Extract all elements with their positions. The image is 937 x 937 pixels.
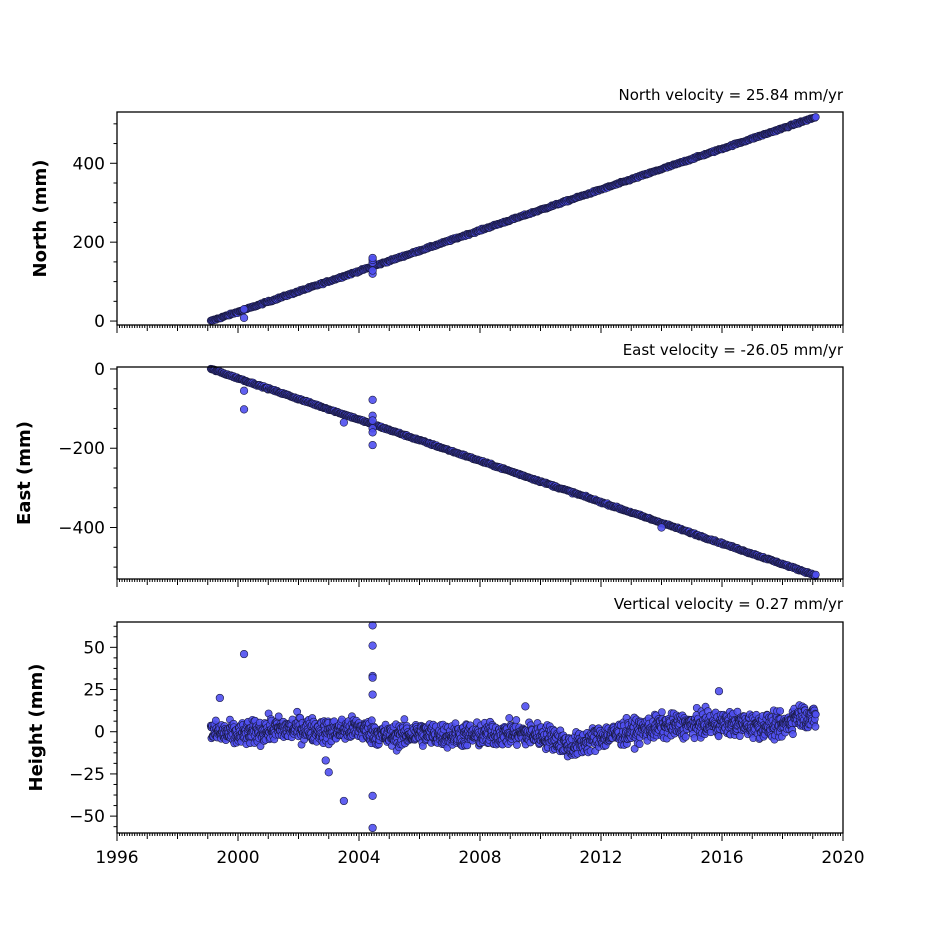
height-data-point — [513, 741, 521, 749]
east-data-point — [239, 405, 249, 414]
north-data-points — [206, 113, 820, 325]
height-data-point — [657, 708, 666, 716]
height-data-point — [521, 702, 530, 711]
north-velocity-title: North velocity = 25.84 mm/yr — [619, 86, 844, 104]
east-data-point — [368, 428, 377, 437]
height-panel: Vertical velocity = 0.27 mm/yr 1996 2000 2… — [26, 595, 865, 868]
height-data-point — [776, 707, 785, 715]
height-data-point — [400, 715, 409, 724]
height-data-points — [206, 621, 820, 833]
height-data-point — [714, 732, 723, 741]
east-data-point — [368, 395, 377, 404]
height-data-point — [368, 690, 377, 699]
height-data-point — [368, 673, 377, 682]
height-data-point — [681, 732, 690, 741]
north-data-point — [368, 266, 377, 275]
height-x-tick-label: 2000 — [216, 848, 259, 868]
height-data-point — [339, 796, 348, 806]
height-x-tick-label: 2020 — [821, 848, 864, 868]
east-y-tick-label: 0 — [94, 360, 105, 380]
north-y-tick-label: 400 — [73, 154, 105, 174]
east-data-point — [811, 570, 820, 579]
height-y-tick-label: 50 — [83, 638, 105, 658]
east-data-point — [368, 440, 377, 450]
height-y-tick-label: 25 — [83, 681, 105, 701]
north-data-point — [239, 305, 249, 314]
height-data-point — [714, 687, 724, 696]
height-data-point — [215, 693, 224, 703]
east-data-points — [206, 364, 820, 581]
height-data-point — [789, 730, 797, 739]
height-x-tick-label: 2008 — [458, 848, 501, 868]
east-velocity-title: East velocity = -26.05 mm/yr — [623, 341, 844, 359]
east-y-tick-label: −200 — [58, 439, 105, 459]
east-data-point — [239, 386, 249, 395]
north-y-tick-label: 200 — [73, 233, 105, 253]
east-data-point — [368, 416, 377, 425]
height-y-tick-label: −50 — [69, 807, 105, 827]
east-ylabel: East (mm) — [14, 421, 35, 525]
height-y-tick-label: 0 — [94, 723, 105, 743]
north-data-point — [239, 313, 249, 323]
height-data-point — [635, 740, 644, 748]
east-y-tick-label: −400 — [58, 518, 105, 538]
north-data-point — [811, 113, 820, 121]
north-data-point — [368, 253, 377, 263]
height-x-tick-label: 2012 — [579, 848, 622, 868]
height-data-point — [811, 710, 820, 719]
height-data-point — [368, 641, 377, 650]
height-data-point — [368, 621, 377, 630]
height-x-tick-label: 1996 — [95, 848, 138, 868]
height-data-point — [321, 756, 330, 765]
height-data-point — [324, 768, 333, 777]
east-axis-ticks: 0 −200 −400 — [58, 360, 844, 587]
height-x-tick-label: 2004 — [337, 848, 380, 868]
height-data-point — [505, 714, 514, 722]
north-axes-frame — [116, 111, 844, 326]
height-data-point — [512, 716, 521, 724]
east-panel: East velocity = -26.05 mm/yr 0 −200 −400 E… — [14, 341, 844, 587]
height-data-point — [368, 823, 377, 833]
height-ylabel: Height (mm) — [26, 664, 47, 792]
east-data-point — [657, 523, 666, 532]
north-panel: North velocity = 25.84 mm/yr 0 200 400 Nor… — [30, 86, 844, 333]
height-data-point — [239, 649, 249, 659]
vertical-velocity-title: Vertical velocity = 0.27 mm/yr — [614, 595, 844, 613]
height-y-tick-label: −25 — [69, 765, 105, 785]
north-axis-ticks: 0 200 400 — [73, 123, 844, 333]
north-y-tick-label: 0 — [94, 312, 105, 332]
height-data-point — [811, 722, 820, 731]
height-data-point — [368, 791, 377, 800]
height-x-tick-label: 2016 — [700, 848, 743, 868]
east-data-point — [339, 418, 348, 427]
north-ylabel: North (mm) — [30, 160, 51, 278]
